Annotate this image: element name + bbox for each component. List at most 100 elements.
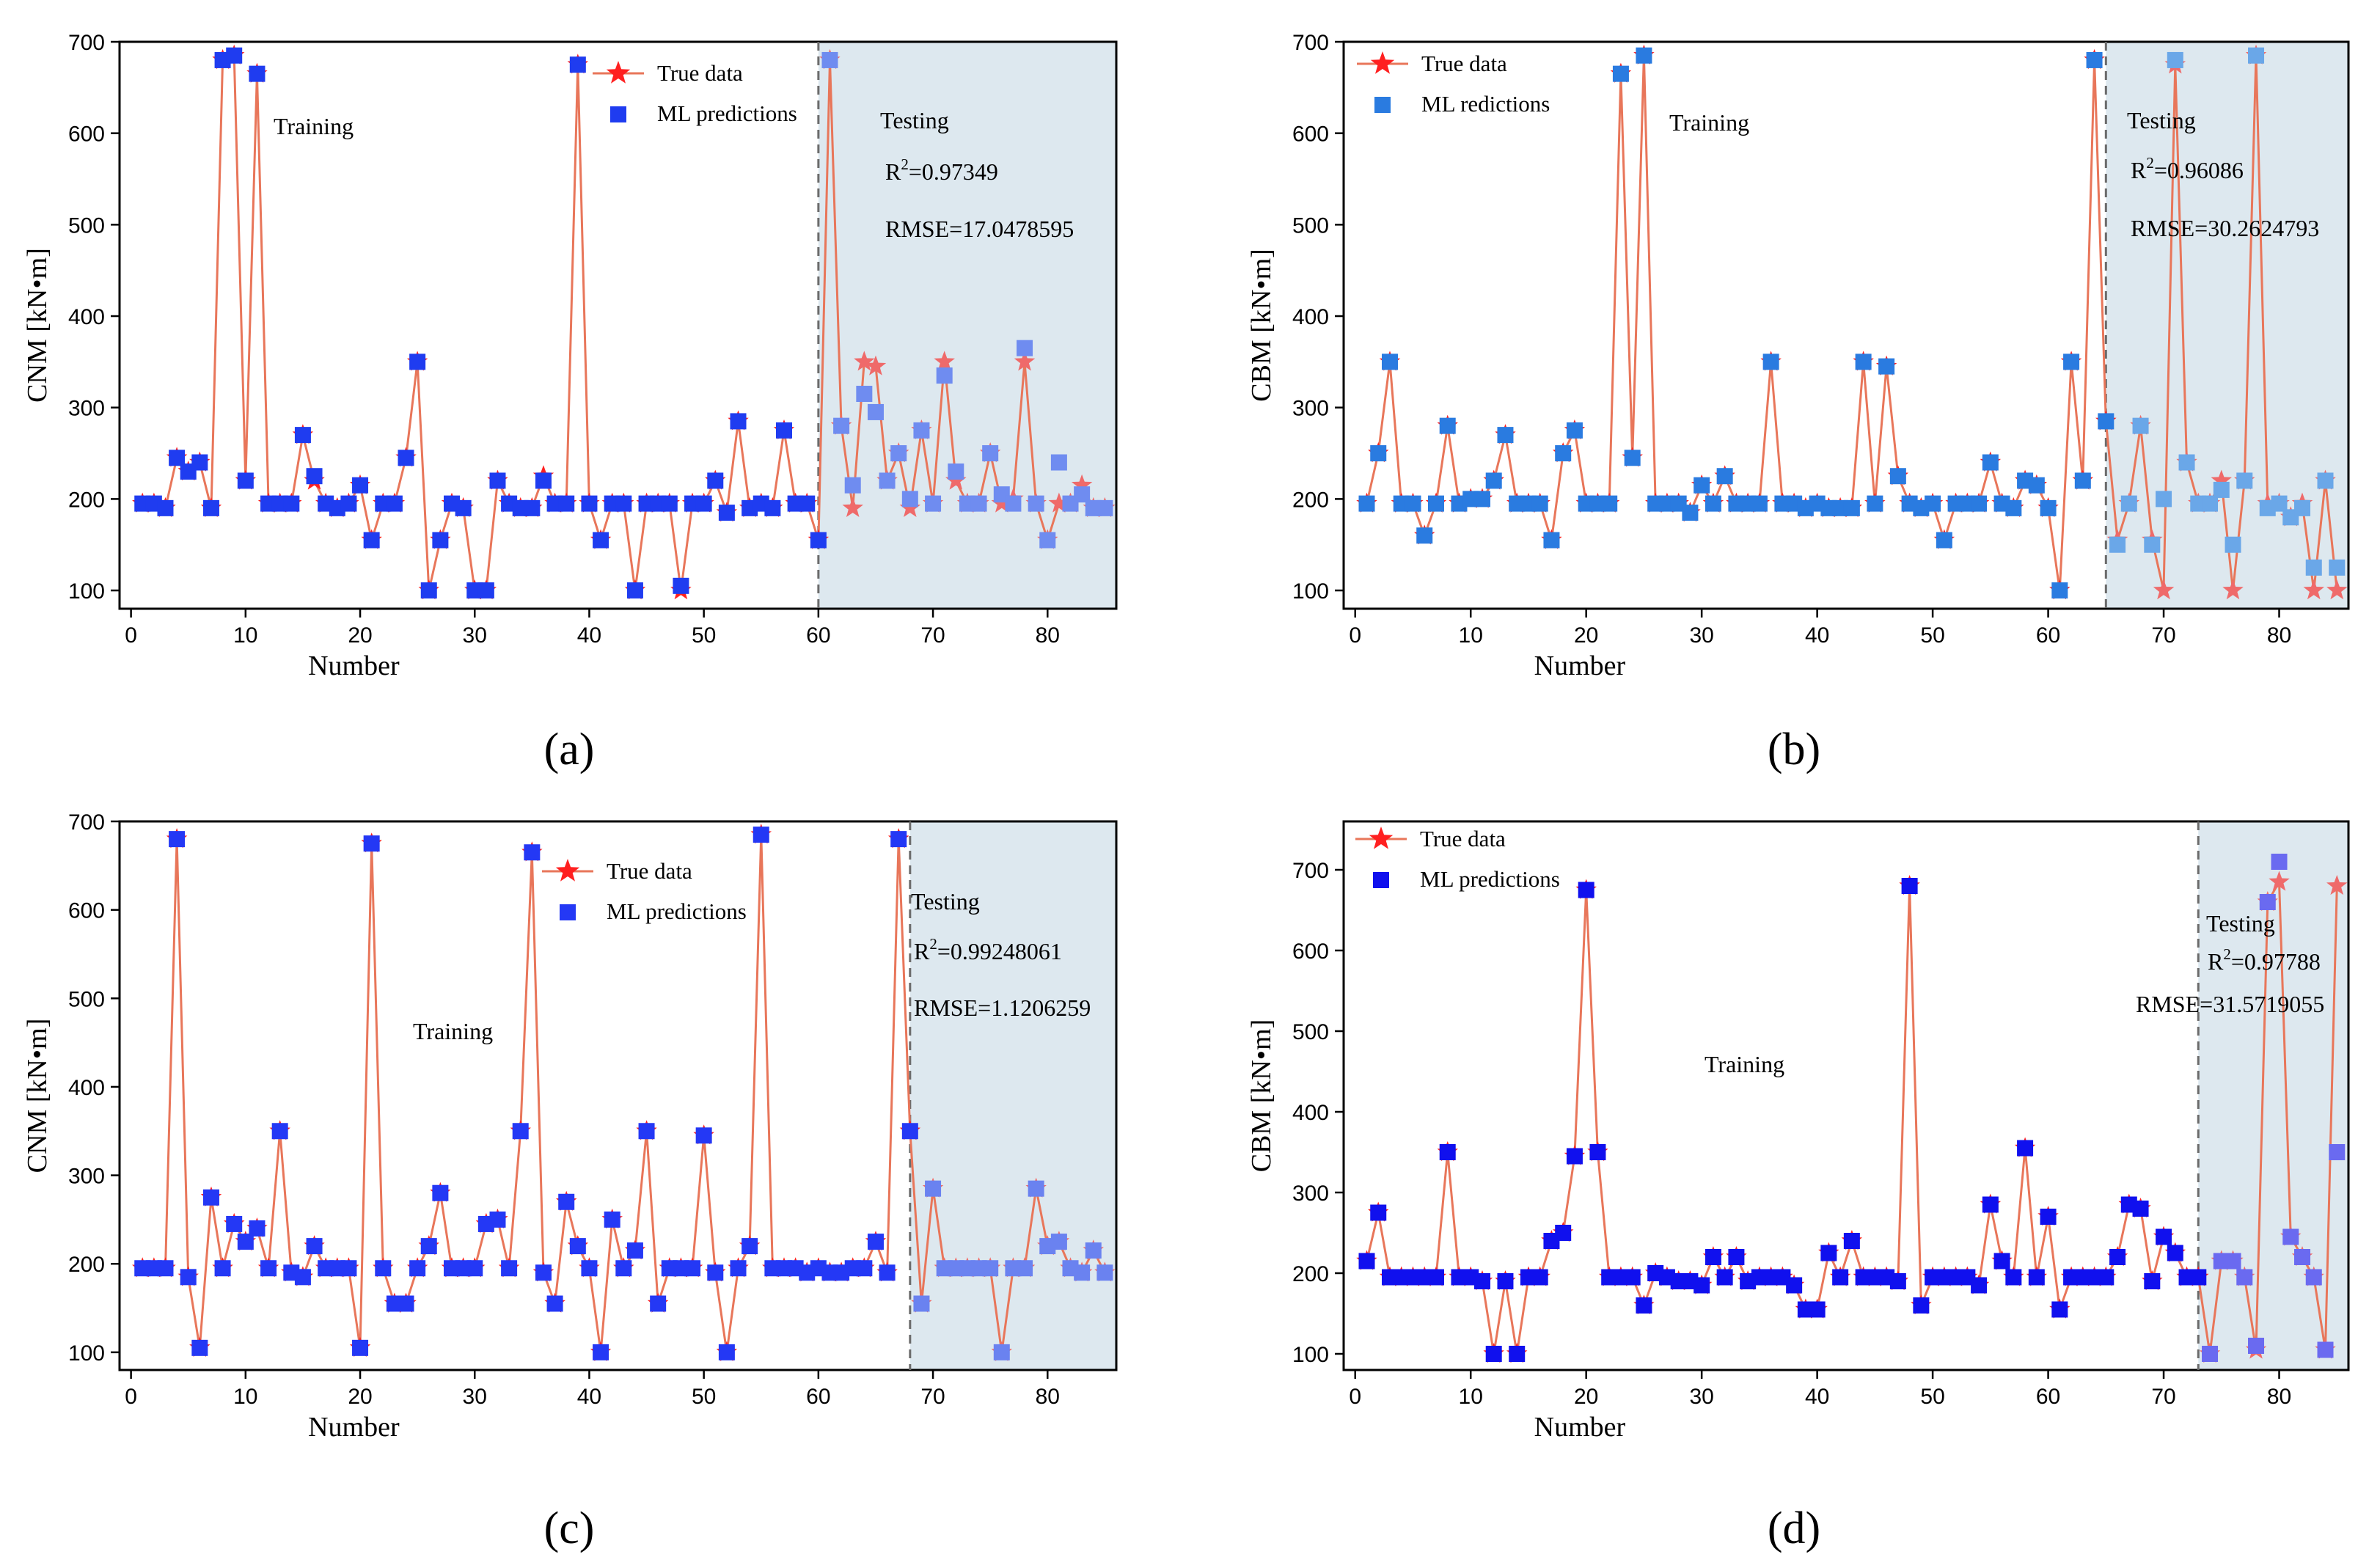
prediction-point <box>1993 1253 2010 1270</box>
prediction-point <box>2120 495 2137 512</box>
prediction-point <box>1427 1269 1444 1286</box>
prediction-point <box>2074 472 2091 489</box>
prediction-point <box>1085 1242 1102 1259</box>
prediction-point <box>856 386 873 403</box>
r2-annotation: R2=0.97788 <box>2208 945 2321 975</box>
prediction-point <box>214 1260 231 1277</box>
prediction-point <box>684 1260 701 1277</box>
prediction-point <box>1612 65 1629 82</box>
prediction-point <box>753 827 769 843</box>
prediction-point <box>432 532 449 549</box>
prediction-point <box>2271 495 2288 512</box>
true-data-point <box>865 355 887 375</box>
prediction-point <box>695 1127 712 1144</box>
prediction-point <box>1855 353 1872 370</box>
prediction-point <box>1936 532 1952 549</box>
legend-pred-label: ML predictions <box>607 898 747 924</box>
prediction-point <box>2051 1301 2068 1318</box>
r2-annotation: R2=0.96086 <box>2131 154 2244 183</box>
prediction-point <box>1381 353 1398 370</box>
panel-label: (b) <box>1768 725 1820 774</box>
prediction-point <box>157 1260 174 1277</box>
prediction-point <box>1624 1269 1641 1286</box>
prediction-point <box>524 499 541 516</box>
prediction-point <box>1028 495 1044 512</box>
training-label: Training <box>1705 1051 1784 1077</box>
r2-symbol: R <box>2208 948 2224 975</box>
training-label: Training <box>413 1018 493 1044</box>
prediction-point <box>1439 417 1456 434</box>
true-data-point <box>934 351 955 371</box>
true-data-point <box>2326 875 2348 895</box>
testing-label: Testing <box>880 107 949 133</box>
y-tick-label: 200 <box>68 1253 105 1277</box>
x-tick-label: 50 <box>1920 623 1944 648</box>
prediction-point <box>1809 1301 1826 1318</box>
legend-true-label: True data <box>607 858 692 884</box>
x-tick-label: 50 <box>1920 1385 1944 1409</box>
y-axis-title: CNM [kN•m] <box>22 248 53 403</box>
prediction-point <box>2167 1245 2183 1261</box>
panel-label: (d) <box>1768 1503 1820 1553</box>
x-tick-label: 0 <box>125 1385 137 1409</box>
prediction-point <box>1624 450 1641 466</box>
prediction-point <box>925 1180 942 1197</box>
prediction-point <box>1531 495 1548 512</box>
prediction-point <box>524 844 541 861</box>
panels-group: 0 10 20 30 40 50 60 70 80100200300400500600700Nu… <box>22 31 2350 1553</box>
prediction-point <box>2017 1140 2034 1157</box>
prediction-point <box>1497 1273 1514 1289</box>
prediction-point <box>1074 486 1091 503</box>
x-tick-label: 30 <box>463 623 487 648</box>
prediction-point <box>1439 1144 1456 1160</box>
prediction-point <box>936 367 953 384</box>
prediction-point <box>1074 1264 1091 1281</box>
y-tick-label: 400 <box>1292 305 1329 329</box>
prediction-point <box>558 1193 575 1210</box>
prediction-point <box>810 532 827 549</box>
prediction-point <box>1531 1269 1548 1286</box>
r2-symbol: R <box>914 938 930 964</box>
prediction-point <box>1694 1277 1710 1294</box>
y-axis-title: CBM [kN•m] <box>1246 1019 1277 1173</box>
x-tick-label: 70 <box>2151 623 2175 648</box>
true-data-point <box>1048 492 1070 513</box>
x-tick-label: 80 <box>1036 1385 1060 1409</box>
x-tick-label: 50 <box>692 623 716 648</box>
chart-panel-a: 0 10 20 30 40 50 60 70 80 100 200 300 400 500 600 700 Nu… <box>22 31 1118 774</box>
prediction-point <box>593 532 609 549</box>
prediction-point <box>1786 1277 1803 1294</box>
prediction-point <box>409 1260 426 1277</box>
x-tick-label: 40 <box>1805 623 1829 648</box>
legend-pred-label: ML predictions <box>1420 866 1560 892</box>
y-axis-title: CBM [kN•m] <box>1246 249 1277 402</box>
r2-superscript: 2 <box>929 935 937 953</box>
panel-label: (a) <box>544 725 595 774</box>
prediction-point <box>1728 1249 1745 1265</box>
prediction-point <box>489 472 506 489</box>
testing-label: Testing <box>2206 910 2275 937</box>
prediction-point <box>306 468 323 485</box>
y-tick-label: 500 <box>1292 213 1329 238</box>
legend-true-star <box>1370 51 1395 74</box>
prediction-point <box>489 1211 506 1228</box>
x-axis-title: Number <box>308 1412 400 1443</box>
x-tick-label: 20 <box>1574 1385 1598 1409</box>
prediction-point <box>1751 495 1768 512</box>
y-tick-label: 400 <box>68 305 105 329</box>
prediction-point <box>420 1238 437 1255</box>
rmse-annotation: RMSE=30.2624793 <box>2131 215 2319 241</box>
prediction-point <box>2098 1269 2114 1286</box>
prediction-point <box>1509 1346 1526 1362</box>
prediction-point <box>867 403 884 420</box>
legend-pred-square <box>560 904 576 920</box>
prediction-point <box>249 1220 266 1237</box>
x-tick-label: 70 <box>2151 1385 2175 1409</box>
prediction-point <box>1370 1204 1387 1221</box>
prediction-point <box>661 495 678 512</box>
prediction-point <box>626 1242 643 1259</box>
prediction-point <box>2086 51 2103 68</box>
prediction-point <box>2051 582 2068 599</box>
prediction-point <box>2305 1269 2322 1286</box>
prediction-point <box>1889 468 1906 485</box>
